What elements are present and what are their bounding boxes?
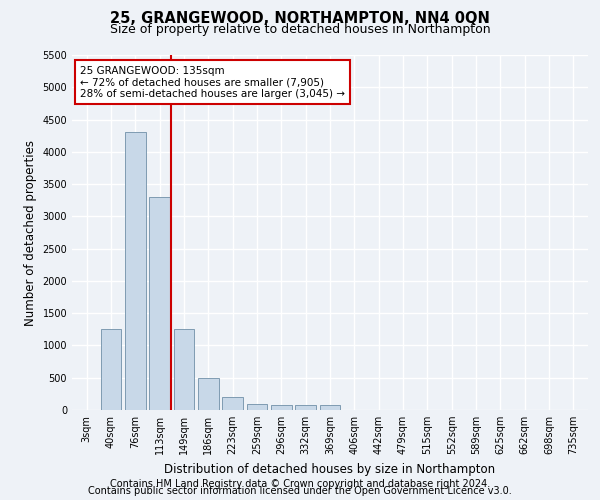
X-axis label: Distribution of detached houses by size in Northampton: Distribution of detached houses by size …	[164, 462, 496, 475]
Bar	[295, 405, 316, 410]
Bar	[173, 330, 194, 410]
Text: Contains HM Land Registry data © Crown copyright and database right 2024.: Contains HM Land Registry data © Crown c…	[110, 479, 490, 489]
Y-axis label: Number of detached properties: Number of detached properties	[24, 140, 37, 326]
Bar	[101, 330, 121, 410]
Text: Contains public sector information licensed under the Open Government Licence v3: Contains public sector information licen…	[88, 486, 512, 496]
Bar	[222, 397, 243, 410]
Bar	[198, 378, 218, 410]
Bar	[149, 197, 170, 410]
Bar	[125, 132, 146, 410]
Text: 25 GRANGEWOOD: 135sqm
← 72% of detached houses are smaller (7,905)
28% of semi-d: 25 GRANGEWOOD: 135sqm ← 72% of detached …	[80, 66, 345, 99]
Bar	[271, 405, 292, 410]
Text: 25, GRANGEWOOD, NORTHAMPTON, NN4 0QN: 25, GRANGEWOOD, NORTHAMPTON, NN4 0QN	[110, 11, 490, 26]
Text: Size of property relative to detached houses in Northampton: Size of property relative to detached ho…	[110, 22, 490, 36]
Bar	[247, 404, 268, 410]
Bar	[320, 405, 340, 410]
